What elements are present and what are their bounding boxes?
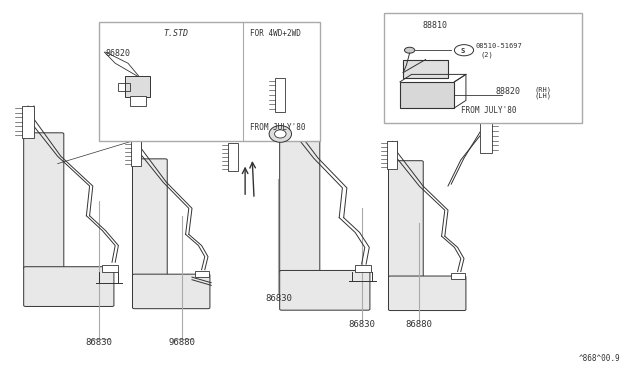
Text: (LH): (LH) bbox=[534, 93, 552, 99]
Bar bbox=[125, 76, 150, 97]
Bar bbox=[130, 96, 146, 106]
Text: 86830: 86830 bbox=[348, 320, 375, 329]
Ellipse shape bbox=[269, 126, 292, 142]
Text: 86830: 86830 bbox=[265, 294, 292, 303]
Bar bbox=[102, 265, 118, 272]
Text: 88820: 88820 bbox=[496, 87, 521, 96]
FancyBboxPatch shape bbox=[132, 274, 210, 309]
Bar bbox=[195, 271, 209, 277]
Text: 88810: 88810 bbox=[422, 21, 447, 30]
Text: 86880: 86880 bbox=[406, 320, 433, 329]
Bar bbox=[403, 60, 448, 78]
Bar bbox=[480, 119, 492, 153]
Bar bbox=[99, 22, 320, 141]
Bar bbox=[400, 82, 454, 108]
Ellipse shape bbox=[275, 130, 286, 138]
Bar bbox=[22, 106, 34, 138]
Circle shape bbox=[404, 47, 415, 53]
Bar bbox=[278, 108, 290, 140]
Bar bbox=[387, 141, 397, 169]
FancyBboxPatch shape bbox=[280, 270, 370, 310]
FancyBboxPatch shape bbox=[388, 161, 423, 278]
Text: (RH): (RH) bbox=[534, 87, 552, 93]
Text: FROM JULY'80: FROM JULY'80 bbox=[250, 123, 305, 132]
Text: ^868^00.9: ^868^00.9 bbox=[579, 354, 621, 363]
Text: FROM JULY'80: FROM JULY'80 bbox=[461, 106, 516, 115]
Text: T.STD: T.STD bbox=[163, 29, 188, 38]
Bar bbox=[131, 138, 141, 166]
Bar bbox=[275, 78, 285, 112]
Bar bbox=[228, 143, 238, 171]
Text: FOR 4WD+2WD: FOR 4WD+2WD bbox=[250, 29, 300, 38]
FancyBboxPatch shape bbox=[280, 137, 320, 273]
Bar bbox=[384, 13, 582, 123]
FancyBboxPatch shape bbox=[24, 133, 64, 269]
Text: 96880: 96880 bbox=[169, 338, 196, 347]
Bar bbox=[118, 83, 130, 91]
Text: S: S bbox=[460, 48, 465, 54]
Bar bbox=[355, 265, 371, 272]
Text: 08510-51697: 08510-51697 bbox=[476, 44, 522, 49]
Text: (2): (2) bbox=[480, 51, 493, 58]
FancyBboxPatch shape bbox=[132, 159, 167, 276]
FancyBboxPatch shape bbox=[24, 267, 114, 307]
Bar bbox=[451, 273, 465, 279]
Text: 86820: 86820 bbox=[106, 49, 131, 58]
Text: 86830: 86830 bbox=[86, 338, 113, 347]
Circle shape bbox=[454, 45, 474, 56]
FancyBboxPatch shape bbox=[388, 276, 466, 311]
